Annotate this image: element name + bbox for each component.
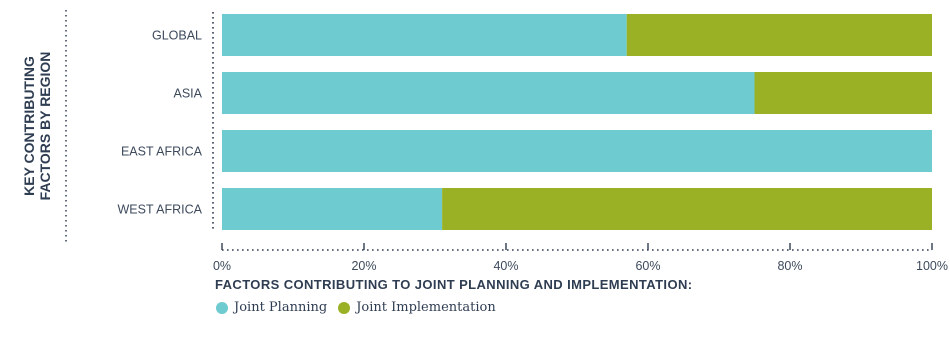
legend-title: FACTORS CONTRIBUTING TO JOINT PLANNING A… xyxy=(215,277,693,292)
side-title: KEY CONTRIBUTING FACTORS BY REGION xyxy=(8,6,68,246)
side-title-line-1: KEY CONTRIBUTING xyxy=(21,56,37,196)
bar-chart: GLOBAL ASIA EAST AFRICA WEST AFRICA 0% 20% 40%… xyxy=(117,12,948,270)
legend: Joint Planning Joint Implementation xyxy=(216,300,507,315)
y-tick-label-west-africa: WEST AFRICA xyxy=(117,203,202,217)
legend-swatch-joint-implementation xyxy=(338,301,351,314)
x-tick-label-0: 0% xyxy=(213,259,231,270)
legend-swatch-joint-planning xyxy=(216,301,228,314)
legend-item-joint-planning: Joint Planning xyxy=(216,300,327,315)
bar-asia-joint-planning xyxy=(222,72,755,114)
bar-west-africa-joint-planning xyxy=(222,188,443,230)
x-tick-label-3: 60% xyxy=(635,259,660,270)
y-tick-label-asia: ASIA xyxy=(174,87,203,101)
x-tick-label-5: 100% xyxy=(916,259,948,270)
side-title-svg: KEY CONTRIBUTING FACTORS BY REGION xyxy=(21,10,67,242)
legend-item-joint-implementation: Joint Implementation xyxy=(338,300,496,315)
y-tick-label-east-africa: EAST AFRICA xyxy=(121,145,203,159)
bar-east-africa-joint-planning xyxy=(222,130,932,172)
legend-label-joint-planning: Joint Planning xyxy=(234,300,328,315)
x-tick-label-4: 80% xyxy=(777,259,802,270)
bar-global-joint-planning xyxy=(222,14,627,56)
bar-global-joint-implementation xyxy=(626,14,932,56)
bar-west-africa-joint-implementation xyxy=(442,188,932,230)
y-tick-label-global: GLOBAL xyxy=(152,29,202,43)
side-title-line-2: FACTORS BY REGION xyxy=(37,52,53,201)
x-tick-label-2: 40% xyxy=(493,259,518,270)
x-tick-label-1: 20% xyxy=(351,259,376,270)
legend-label-joint-implementation: Joint Implementation xyxy=(356,300,496,315)
bar-asia-joint-implementation xyxy=(754,72,932,114)
